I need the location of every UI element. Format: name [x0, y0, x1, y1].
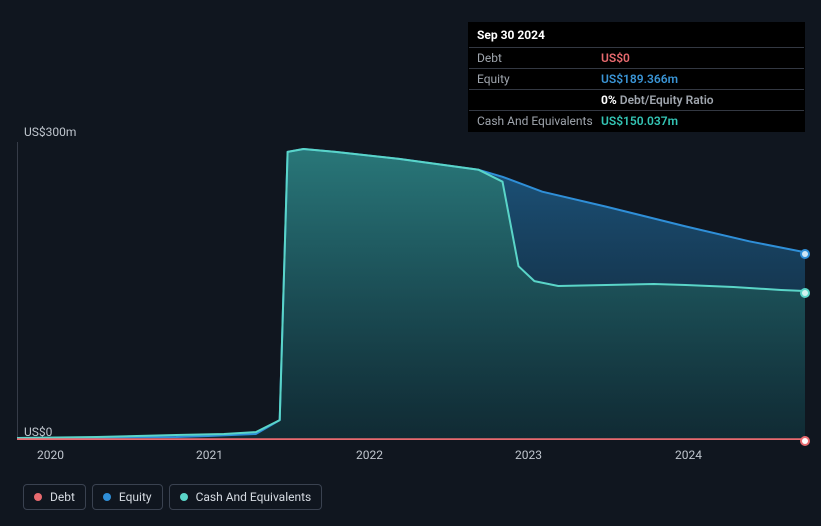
tooltip-equity-value: US$189.366m: [601, 71, 796, 87]
legend-label-cash: Cash And Equivalents: [196, 490, 312, 504]
legend-label-debt: Debt: [50, 490, 75, 504]
cash-area: [17, 149, 805, 440]
tooltip-row-debt: Debt US$0: [469, 47, 804, 68]
tooltip-ratio-pct: 0%: [601, 93, 617, 107]
xaxis-tick-label: 2023: [515, 448, 542, 462]
tooltip-cash-value: US$150.037m: [601, 113, 796, 129]
legend-item-cash[interactable]: Cash And Equivalents: [169, 484, 323, 510]
tooltip-equity-label: Equity: [477, 71, 601, 87]
xaxis-tick-label: 2022: [356, 448, 383, 462]
xaxis-tick-label: 2021: [196, 448, 223, 462]
end-marker-equity: [800, 249, 810, 259]
tooltip-ratio-label: Debt/Equity Ratio: [620, 93, 714, 107]
tooltip-debt-label: Debt: [477, 50, 601, 66]
tooltip-box: Sep 30 2024 Debt US$0 Equity US$189.366m…: [468, 22, 805, 132]
tooltip-ratio-spacer: [477, 92, 601, 108]
end-marker-cash: [800, 288, 810, 298]
end-marker-debt: [800, 436, 810, 446]
tooltip-row-ratio: 0% Debt/Equity Ratio: [469, 89, 804, 110]
legend-item-equity[interactable]: Equity: [92, 484, 163, 510]
tooltip-date: Sep 30 2024: [469, 23, 804, 47]
legend-swatch-cash: [180, 493, 188, 501]
tooltip-debt-value: US$0: [601, 50, 796, 66]
chart-legend: Debt Equity Cash And Equivalents: [23, 484, 322, 510]
legend-label-equity: Equity: [119, 490, 152, 504]
xaxis-tick-label: 2020: [37, 448, 64, 462]
legend-swatch-equity: [103, 493, 111, 501]
legend-swatch-debt: [34, 493, 42, 501]
tooltip-ratio-value: 0% Debt/Equity Ratio: [601, 92, 796, 108]
xaxis-tick-label: 2024: [675, 448, 702, 462]
legend-item-debt[interactable]: Debt: [23, 484, 86, 510]
chart-container: Sep 30 2024 Debt US$0 Equity US$189.366m…: [0, 0, 821, 526]
tooltip-row-cash: Cash And Equivalents US$150.037m: [469, 110, 804, 131]
yaxis-max-label: US$300m: [24, 125, 76, 139]
tooltip-cash-label: Cash And Equivalents: [477, 113, 601, 129]
tooltip-row-equity: Equity US$189.366m: [469, 68, 804, 89]
area-chart[interactable]: [17, 142, 805, 440]
